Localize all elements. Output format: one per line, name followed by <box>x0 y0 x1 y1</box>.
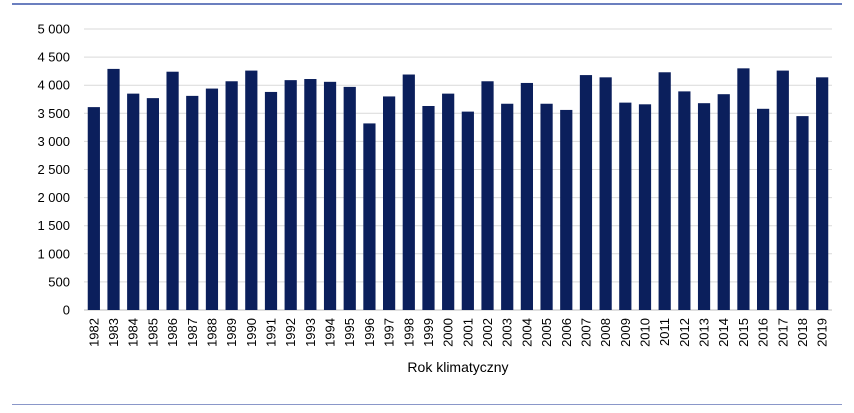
y-tick-label: 1 500 <box>37 218 70 233</box>
x-tick-label: 2019 <box>815 318 830 347</box>
bar-2013 <box>697 103 711 311</box>
y-tick-label: 500 <box>48 274 70 289</box>
x-tick-label: 2005 <box>539 318 554 347</box>
x-tick-label: 1996 <box>362 318 377 347</box>
x-tick-label: 2002 <box>480 318 495 347</box>
top-divider <box>12 3 842 5</box>
bar-1985 <box>146 98 159 310</box>
bar-2012 <box>678 91 691 310</box>
bar-1993 <box>304 79 317 310</box>
bar-1999 <box>422 105 435 310</box>
bar-1994 <box>323 81 337 310</box>
x-tick-label: 2011 <box>657 318 672 346</box>
bars <box>87 68 829 311</box>
x-tick-label: 1982 <box>86 318 101 347</box>
x-tick-label: 1995 <box>342 318 357 347</box>
x-axis-ticks: 1982 1983 1984 1985 1986 1987 1988 1989 1990 1991… <box>86 318 829 347</box>
x-tick-label: 2000 <box>441 318 456 347</box>
bar-1995 <box>343 86 356 310</box>
bar-2010 <box>638 104 652 310</box>
x-tick-label: 1992 <box>283 318 298 347</box>
y-tick-label: 3 500 <box>37 106 70 121</box>
x-axis-label: Rok klimatyczny <box>407 359 508 375</box>
bar-1990 <box>245 70 258 310</box>
x-tick-label: 1993 <box>303 318 318 347</box>
x-tick-label: 2007 <box>578 318 593 347</box>
x-tick-label: 2006 <box>559 318 574 347</box>
bar-2016 <box>757 108 770 310</box>
y-tick-label: 4 500 <box>37 50 70 65</box>
x-tick-label: 1983 <box>106 318 121 347</box>
bar-1996 <box>363 123 376 310</box>
x-tick-label: 2012 <box>677 318 692 347</box>
bar-2003 <box>501 103 514 310</box>
bar-2017 <box>776 70 789 310</box>
y-tick-label: 0 <box>63 303 70 318</box>
x-tick-label: 2018 <box>795 318 810 347</box>
y-tick-label: 3 000 <box>37 134 70 149</box>
x-tick-label: 2003 <box>500 318 515 347</box>
bar-1986 <box>166 71 179 310</box>
x-tick-label: 2010 <box>638 318 653 347</box>
bar-1997 <box>383 96 396 310</box>
bar-2006 <box>560 109 573 310</box>
y-tick-label: 2 500 <box>37 162 70 177</box>
x-tick-label: 1991 <box>264 318 279 347</box>
bar-2002 <box>481 81 494 311</box>
bar-2018 <box>796 116 809 310</box>
x-tick-label: 2013 <box>697 318 712 347</box>
bar-1988 <box>205 88 219 311</box>
x-tick-label: 1988 <box>204 318 219 347</box>
bar-2000 <box>442 93 455 310</box>
bar-1982 <box>87 107 100 310</box>
bar-1983 <box>107 68 120 310</box>
bar-1992 <box>284 80 297 310</box>
bar-1987 <box>186 95 199 311</box>
bar-1991 <box>264 91 278 310</box>
bar-2015 <box>737 68 750 310</box>
bar-2001 <box>461 111 474 310</box>
y-tick-label: 4 000 <box>37 78 70 93</box>
bar-2014 <box>717 94 730 310</box>
y-tick-label: 5 000 <box>37 22 70 37</box>
x-tick-label: 1989 <box>224 318 239 347</box>
x-tick-label: 2017 <box>775 318 790 347</box>
bar-2004 <box>520 82 533 311</box>
bar-2011 <box>658 72 671 310</box>
x-tick-label: 2016 <box>756 318 771 347</box>
x-tick-label: 1990 <box>244 318 259 347</box>
bar-2007 <box>579 75 593 310</box>
y-axis-ticks: 0 500 1 000 1 500 2 000 2 500 3 000 3 500 4 000 4… <box>37 22 70 318</box>
bar-2019 <box>816 77 829 310</box>
y-tick-label: 1 000 <box>37 246 70 261</box>
x-tick-label: 1997 <box>382 318 397 347</box>
x-tick-label: 1985 <box>145 318 160 347</box>
x-tick-label: 1984 <box>126 318 141 347</box>
x-tick-label: 2001 <box>460 318 475 347</box>
x-tick-label: 2004 <box>519 318 534 347</box>
y-tick-label: 2 000 <box>37 190 70 205</box>
bar-2008 <box>599 77 612 310</box>
x-tick-label: 1986 <box>165 318 180 347</box>
x-tick-label: 1999 <box>421 318 436 347</box>
bar-1998 <box>402 74 415 310</box>
bar-2005 <box>540 103 553 310</box>
x-tick-label: 1987 <box>185 318 200 347</box>
bar-2009 <box>619 102 632 310</box>
bottom-divider <box>12 404 842 405</box>
x-tick-label: 2009 <box>618 318 633 347</box>
bar-1989 <box>225 81 238 311</box>
x-tick-label: 1994 <box>323 318 338 347</box>
x-tick-label: 2015 <box>736 318 751 347</box>
x-tick-label: 2014 <box>716 318 731 347</box>
x-tick-label: 1998 <box>401 318 416 347</box>
x-tick-label: 2008 <box>598 318 613 347</box>
bar-1984 <box>127 93 140 310</box>
